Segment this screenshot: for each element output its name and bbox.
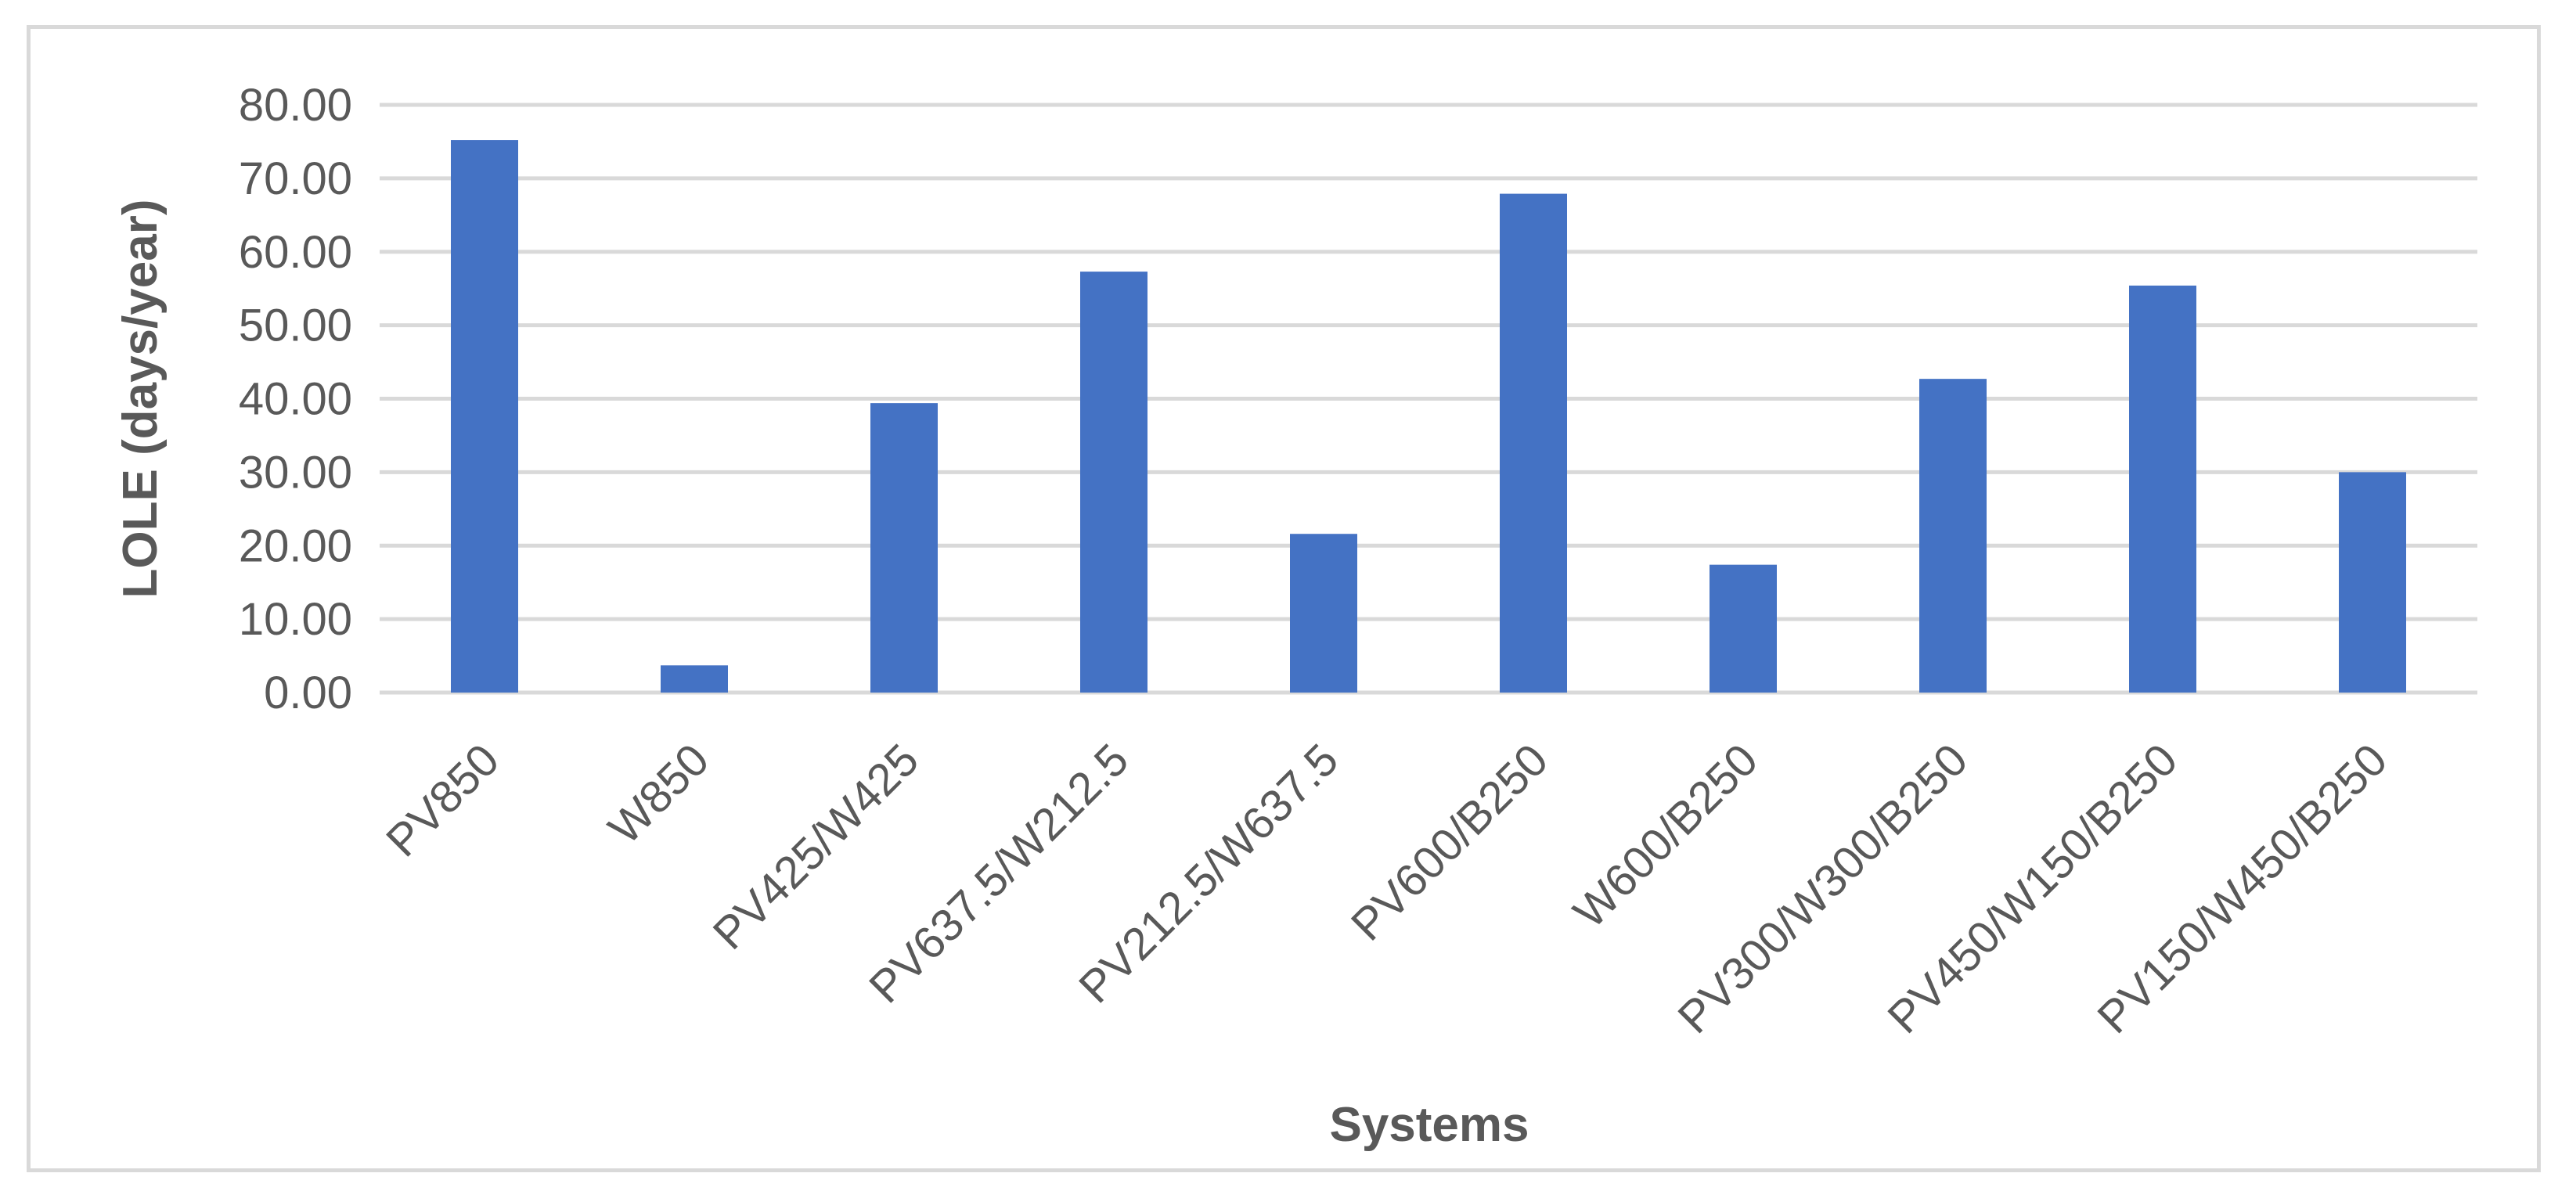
x-axis-ticks: PV850 W850PV425/W425PV637.5/W212.5PV212.5…	[376, 734, 2397, 1043]
y-tick-label: 50.00	[239, 300, 352, 351]
y-tick-label: 20.00	[239, 520, 352, 571]
y-tick-label: 30.00	[239, 447, 352, 498]
bar	[870, 403, 938, 693]
bar	[1500, 193, 1567, 693]
y-tick-label: 60.00	[239, 227, 352, 278]
x-tick-label: W600/B250	[1564, 734, 1767, 937]
bar	[2339, 472, 2406, 693]
x-tick-label: PV600/B250	[1342, 734, 1558, 950]
gridlines	[380, 103, 2477, 695]
bar	[2129, 285, 2196, 693]
y-tick-label: 70.00	[239, 153, 352, 204]
bar	[451, 140, 518, 693]
bar	[1080, 272, 1147, 693]
x-tick-label: PV425/W425	[704, 734, 929, 959]
y-tick-label: 40.00	[239, 374, 352, 425]
x-tick-label: W850	[599, 734, 719, 854]
bar	[1710, 564, 1777, 693]
bar	[1919, 379, 1987, 693]
y-axis-ticks: 0.00 10.00 20.00 30.00 40.00 50.00 60.00 70.00 8…	[239, 80, 352, 718]
y-tick-label: 0.00	[264, 668, 352, 718]
bar	[661, 665, 728, 693]
y-axis-title: LOLE (days/year)	[113, 200, 168, 599]
y-tick-label: 10.00	[239, 594, 352, 645]
x-tick-label: PV850	[376, 734, 509, 866]
chart-frame	[27, 25, 2541, 1172]
y-tick-label: 80.00	[239, 80, 352, 131]
bars	[451, 140, 2406, 693]
x-axis-title: Systems	[1329, 1098, 1529, 1152]
bar	[1290, 534, 1357, 693]
